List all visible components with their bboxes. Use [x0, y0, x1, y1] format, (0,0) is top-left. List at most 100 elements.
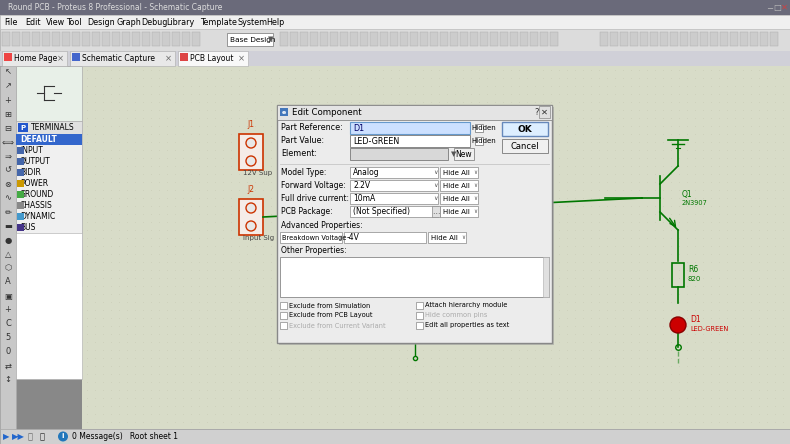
- Bar: [17, 169, 24, 176]
- Text: Part Value:: Part Value:: [281, 136, 324, 145]
- Bar: [475, 124, 483, 132]
- Bar: [178, 51, 248, 66]
- Bar: [72, 32, 80, 46]
- Text: +: +: [5, 95, 11, 104]
- Bar: [530, 32, 538, 46]
- Text: ∨: ∨: [473, 170, 477, 175]
- Text: J2: J2: [247, 185, 254, 194]
- Text: ∨: ∨: [433, 196, 438, 201]
- Text: Q1: Q1: [682, 190, 693, 198]
- Text: ▶▶: ▶▶: [12, 432, 24, 441]
- Text: R6: R6: [688, 265, 698, 274]
- Bar: [112, 32, 120, 46]
- Bar: [680, 32, 688, 46]
- Text: D1: D1: [690, 316, 701, 325]
- Bar: [380, 32, 388, 46]
- Bar: [42, 32, 50, 46]
- Text: Breakdown Voltage: Breakdown Voltage: [282, 234, 347, 241]
- Bar: [610, 32, 618, 46]
- Text: Edit Component: Edit Component: [292, 108, 362, 117]
- Bar: [432, 206, 440, 217]
- Text: Part Reference:: Part Reference:: [281, 123, 343, 132]
- Text: New: New: [456, 150, 472, 159]
- Bar: [543, 257, 549, 297]
- Bar: [142, 32, 150, 46]
- Text: Input Sig: Input Sig: [243, 235, 274, 241]
- Bar: [344, 232, 426, 243]
- Circle shape: [246, 138, 256, 148]
- Text: Attach hierarchy module: Attach hierarchy module: [425, 302, 507, 309]
- Text: 2N3907: 2N3907: [682, 200, 708, 206]
- Text: ✏: ✏: [5, 207, 12, 217]
- Text: ∨: ∨: [433, 183, 438, 188]
- Bar: [440, 193, 478, 204]
- Text: Cancel: Cancel: [510, 142, 540, 151]
- Text: Design: Design: [87, 17, 115, 27]
- Text: Round PCB - Proteus 8 Professional - Schematic Capture: Round PCB - Proteus 8 Professional - Sch…: [8, 3, 222, 12]
- Bar: [16, 66, 82, 121]
- Bar: [350, 206, 438, 217]
- Text: Hide All: Hide All: [431, 234, 458, 241]
- Text: ⏹: ⏹: [40, 432, 44, 441]
- Text: ↖: ↖: [5, 67, 12, 76]
- Bar: [770, 32, 778, 46]
- Bar: [670, 32, 678, 46]
- Text: ✕: ✕: [781, 3, 788, 12]
- Text: Exclude from PCB Layout: Exclude from PCB Layout: [289, 313, 373, 318]
- Bar: [17, 224, 24, 231]
- Text: e: e: [282, 110, 286, 115]
- Text: ▶: ▶: [2, 432, 9, 441]
- Bar: [600, 32, 608, 46]
- Text: ∨: ∨: [433, 209, 438, 214]
- Text: Hidden: Hidden: [471, 124, 496, 131]
- Circle shape: [246, 221, 256, 231]
- Bar: [750, 32, 758, 46]
- Bar: [350, 193, 438, 204]
- Text: ●: ●: [5, 235, 12, 245]
- Text: INPUT: INPUT: [20, 146, 43, 155]
- Bar: [700, 32, 708, 46]
- Text: ∨: ∨: [433, 170, 438, 175]
- Text: Template: Template: [200, 17, 237, 27]
- Bar: [280, 257, 549, 297]
- Bar: [280, 108, 288, 116]
- Bar: [550, 32, 558, 46]
- Text: ⊟: ⊟: [5, 123, 12, 132]
- Bar: [16, 121, 82, 134]
- Bar: [740, 32, 748, 46]
- Text: Tool: Tool: [66, 17, 82, 27]
- Bar: [162, 32, 170, 46]
- Text: ▼: ▼: [268, 36, 273, 43]
- Text: Hide All: Hide All: [443, 182, 470, 189]
- Bar: [420, 32, 428, 46]
- Bar: [16, 121, 82, 286]
- Text: △: △: [5, 250, 11, 258]
- Bar: [320, 32, 328, 46]
- Text: ×: ×: [238, 54, 244, 63]
- Text: DEFAULT: DEFAULT: [20, 135, 57, 144]
- Text: ×: ×: [164, 54, 171, 63]
- Bar: [152, 32, 160, 46]
- Bar: [16, 233, 82, 379]
- Text: OK: OK: [517, 124, 532, 134]
- Text: Model Type:: Model Type:: [281, 168, 326, 177]
- Bar: [17, 136, 24, 143]
- Bar: [227, 33, 273, 46]
- Text: Exclude from Current Variant: Exclude from Current Variant: [289, 322, 386, 329]
- Text: A: A: [5, 278, 11, 286]
- Text: Hide All: Hide All: [443, 209, 470, 214]
- Bar: [17, 213, 24, 220]
- Text: P: P: [21, 124, 25, 131]
- Bar: [17, 180, 24, 187]
- Text: ↗: ↗: [5, 82, 12, 91]
- Bar: [450, 32, 458, 46]
- Text: ⇄: ⇄: [5, 361, 12, 370]
- Bar: [430, 32, 438, 46]
- Bar: [340, 32, 348, 46]
- Circle shape: [246, 203, 256, 213]
- Bar: [12, 32, 20, 46]
- Text: CHASSIS: CHASSIS: [20, 201, 53, 210]
- Bar: [180, 53, 188, 61]
- Text: View: View: [46, 17, 65, 27]
- Bar: [428, 232, 466, 243]
